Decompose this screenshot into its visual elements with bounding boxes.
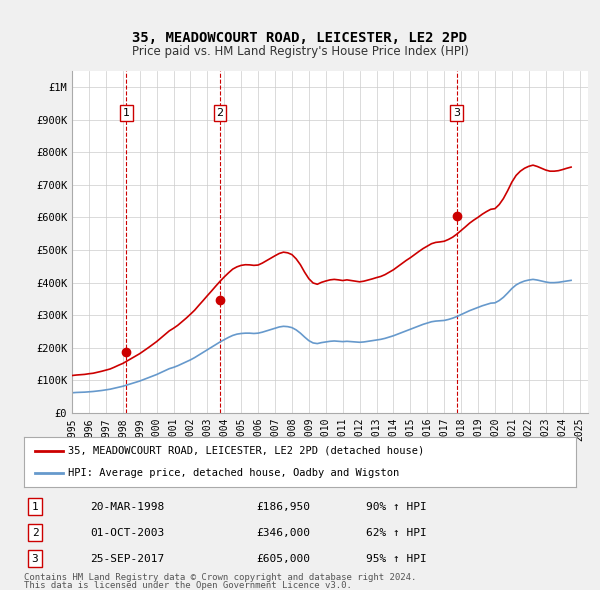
Text: £346,000: £346,000 (256, 527, 310, 537)
Text: 01-OCT-2003: 01-OCT-2003 (90, 527, 164, 537)
Text: 3: 3 (32, 554, 38, 563)
Text: 90% ↑ HPI: 90% ↑ HPI (366, 502, 427, 512)
Text: 95% ↑ HPI: 95% ↑ HPI (366, 554, 427, 563)
Text: 2: 2 (217, 108, 224, 118)
Text: 62% ↑ HPI: 62% ↑ HPI (366, 527, 427, 537)
Text: £186,950: £186,950 (256, 502, 310, 512)
Text: 35, MEADOWCOURT ROAD, LEICESTER, LE2 2PD: 35, MEADOWCOURT ROAD, LEICESTER, LE2 2PD (133, 31, 467, 45)
Text: 25-SEP-2017: 25-SEP-2017 (90, 554, 164, 563)
Text: £605,000: £605,000 (256, 554, 310, 563)
Text: 3: 3 (453, 108, 460, 118)
Text: 2: 2 (32, 527, 38, 537)
Text: 35, MEADOWCOURT ROAD, LEICESTER, LE2 2PD (detached house): 35, MEADOWCOURT ROAD, LEICESTER, LE2 2PD… (68, 445, 424, 455)
Text: 20-MAR-1998: 20-MAR-1998 (90, 502, 164, 512)
Text: Contains HM Land Registry data © Crown copyright and database right 2024.: Contains HM Land Registry data © Crown c… (24, 572, 416, 582)
Text: HPI: Average price, detached house, Oadby and Wigston: HPI: Average price, detached house, Oadb… (68, 468, 400, 478)
Text: 1: 1 (32, 502, 38, 512)
Text: This data is licensed under the Open Government Licence v3.0.: This data is licensed under the Open Gov… (24, 581, 352, 590)
Text: Price paid vs. HM Land Registry's House Price Index (HPI): Price paid vs. HM Land Registry's House … (131, 45, 469, 58)
Text: 1: 1 (123, 108, 130, 118)
